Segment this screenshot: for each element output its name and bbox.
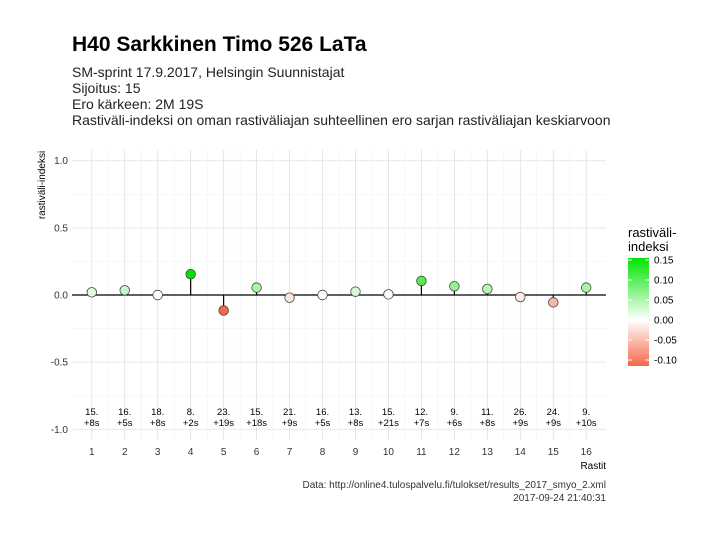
annotation-time-diff: +8s: [348, 418, 364, 429]
y-tick-label: 0.0: [54, 291, 68, 302]
x-tick-label: 9: [353, 447, 359, 458]
data-point: [581, 282, 592, 293]
data-point: [218, 305, 229, 316]
legend-title-line2: indeksi: [628, 239, 669, 254]
annotation-placing: 24.: [547, 407, 560, 418]
annotation-placing: 18.: [151, 407, 164, 418]
data-point: [86, 287, 97, 298]
annotation-placing: 8.: [187, 407, 195, 418]
y-tick-label: -1.0: [51, 425, 69, 436]
data-point: [317, 289, 328, 301]
y-tick-label: 0.5: [54, 223, 68, 234]
legend-tick-label: 0.10: [654, 276, 674, 287]
annotation-time-diff: +9s: [545, 418, 561, 429]
data-point: [482, 283, 493, 295]
chart-title: H40 Sarkkinen Timo 526 LaTa: [72, 33, 367, 56]
legend-tick-label: 0.15: [654, 256, 674, 267]
x-tick-label: 6: [254, 447, 260, 458]
annotation-placing: 23.: [217, 407, 230, 418]
x-tick-label: 5: [221, 447, 227, 458]
legend-tick-label: 0.00: [654, 316, 674, 327]
y-tick-label: 1.0: [54, 156, 68, 167]
x-tick-label: 7: [287, 447, 293, 458]
annotation-placing: 15.: [85, 407, 98, 418]
annotation-placing: 16.: [316, 407, 329, 418]
annotation-placing: 15.: [250, 407, 263, 418]
annotation-time-diff: +9s: [512, 418, 528, 429]
annotation-time-diff: +2s: [183, 418, 199, 429]
annotation-time-diff: +8s: [84, 418, 100, 429]
legend-title-line1: rastiväli-: [628, 225, 676, 240]
x-tick-label: 12: [449, 447, 461, 458]
data-point: [152, 289, 163, 301]
legend-tick-label: -0.05: [654, 336, 677, 347]
x-tick-label: 15: [548, 447, 560, 458]
annotation-time-diff: +10s: [576, 418, 597, 429]
annotation-time-diff: +5s: [117, 418, 133, 429]
data-point: [449, 281, 460, 292]
annotation-time-diff: +7s: [414, 418, 430, 429]
annotation-placing: 11.: [481, 407, 494, 418]
data-point: [416, 275, 427, 287]
y-tick-label: -0.5: [51, 358, 69, 369]
annotation-placing: 9.: [450, 407, 458, 418]
annotation-placing: 9.: [582, 407, 590, 418]
data-point: [350, 286, 361, 297]
annotation-time-diff: +9s: [282, 418, 298, 429]
annotation-time-diff: +19s: [213, 418, 234, 429]
data-point: [251, 282, 262, 293]
data-point: [284, 292, 295, 303]
annotation-placing: 16.: [118, 407, 131, 418]
annotation-time-diff: +8s: [150, 418, 166, 429]
data-point: [119, 285, 130, 296]
x-tick-label: 13: [482, 447, 494, 458]
subtitle-event: SM-sprint 17.9.2017, Helsingin Suunnista…: [72, 64, 345, 80]
annotation-placing: 12.: [415, 407, 428, 418]
x-tick-label: 3: [155, 447, 161, 458]
annotation-time-diff: +21s: [378, 418, 399, 429]
subtitle-gap: Ero kärkeen: 2M 19S: [72, 96, 204, 112]
annotation-time-diff: +5s: [315, 418, 331, 429]
annotation-time-diff: +8s: [480, 418, 496, 429]
annotation-placing: 26.: [514, 407, 527, 418]
data-point: [515, 291, 526, 303]
annotation-time-diff: +18s: [246, 418, 267, 429]
annotation-time-diff: +6s: [447, 418, 463, 429]
subtitle-placing: Sijoitus: 15: [72, 80, 141, 96]
x-tick-label: 4: [188, 447, 194, 458]
data-point: [185, 268, 196, 280]
legend-tick-label: -0.10: [654, 356, 677, 367]
caption-source: Data: http://online4.tulospalvelu.fi/tul…: [302, 480, 606, 491]
data-point: [548, 297, 559, 308]
x-tick-label: 11: [416, 447, 427, 458]
annotation-placing: 13.: [349, 407, 362, 418]
data-point: [383, 289, 394, 300]
annotation-placing: 21.: [283, 407, 296, 418]
x-tick-label: 14: [515, 447, 527, 458]
annotation-placing: 15.: [382, 407, 395, 418]
y-axis-title: rastiväli-indeksi: [37, 151, 48, 219]
x-tick-label: 1: [89, 447, 95, 458]
legend-colorbar: [628, 258, 649, 366]
x-tick-label: 8: [320, 447, 326, 458]
x-axis-title: Rastit: [580, 461, 606, 472]
legend-tick-label: 0.05: [654, 296, 674, 307]
x-tick-label: 2: [122, 447, 128, 458]
x-tick-label: 10: [383, 447, 395, 458]
caption-timestamp: 2017-09-24 21:40:31: [513, 493, 606, 504]
x-tick-label: 16: [581, 447, 593, 458]
subtitle-description: Rastiväli-indeksi on oman rastiväliajan …: [72, 112, 611, 128]
